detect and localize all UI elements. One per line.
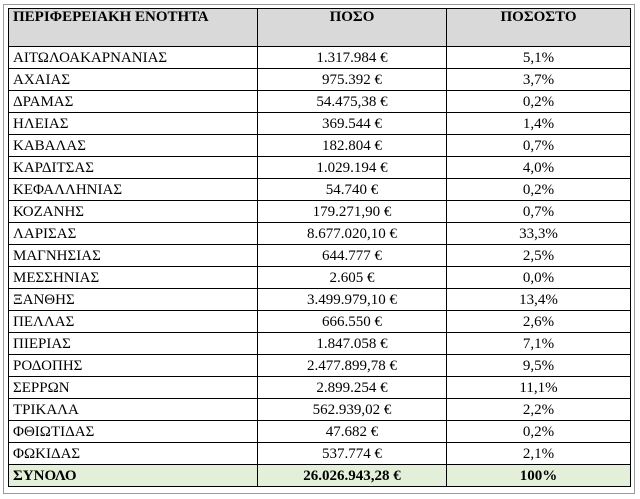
total-percentage: 100% bbox=[446, 464, 631, 487]
total-row: ΣΥΝΟΛΟ 26.026.943,28 €100% bbox=[8, 464, 631, 487]
region-cell: ΛΑΡΙΣΑΣ bbox=[8, 222, 258, 245]
region-cell: ΚΟΖΑΝΗΣ bbox=[8, 200, 258, 223]
table-row: ΦΘΙΩΤΙΔΑΣ 47.682 €0,2% bbox=[8, 420, 631, 443]
percentage-cell: 5,1% bbox=[446, 46, 631, 69]
amount-cell: 1.847.058 € bbox=[257, 332, 447, 355]
amount-cell: 3.499.979,10 € bbox=[257, 288, 447, 311]
percentage-cell: 3,7% bbox=[446, 68, 631, 91]
percentage-cell: 4,0% bbox=[446, 156, 631, 179]
percentage-cell: 0,7% bbox=[446, 134, 631, 157]
percentage-cell: 0,0% bbox=[446, 266, 631, 289]
table-row: ΤΡΙΚΑΛΑ 562.939,02 €2,2% bbox=[8, 398, 631, 421]
percentage-cell: 0,2% bbox=[446, 90, 631, 113]
region-cell: ΜΑΓΝΗΣΙΑΣ bbox=[8, 244, 258, 267]
table-row: ΡΟΔΟΠΗΣ 2.477.899,78 €9,5% bbox=[8, 354, 631, 377]
amount-cell: 2.899.254 € bbox=[257, 376, 447, 399]
region-cell: ΠΕΛΛΑΣ bbox=[8, 310, 258, 333]
percentage-cell: 0,2% bbox=[446, 420, 631, 443]
table-frame: ΠΕΡΙΦΕΡΕΙΑΚΗ ΕΝΟΤΗΤΑ ΠΟΣΟ ΠΟΣΟΣΤΟ ΑΙΤΩΛΟ… bbox=[3, 4, 635, 494]
region-cell: ΡΟΔΟΠΗΣ bbox=[8, 354, 258, 377]
region-cell: ΚΕΦΑΛΛΗΝΙΑΣ bbox=[8, 178, 258, 201]
amount-cell: 54.475,38 € bbox=[257, 90, 447, 113]
region-cell: ΑΧΑΙΑΣ bbox=[8, 68, 258, 91]
region-cell: ΣΕΡΡΩΝ bbox=[8, 376, 258, 399]
percentage-cell: 2,5% bbox=[446, 244, 631, 267]
percentage-cell: 13,4% bbox=[446, 288, 631, 311]
header-amount: ΠΟΣΟ bbox=[257, 8, 447, 47]
region-cell: ΗΛΕΙΑΣ bbox=[8, 112, 258, 135]
region-cell: ΚΑΡΔΙΤΣΑΣ bbox=[8, 156, 258, 179]
table-row: ΠΙΕΡΙΑΣ 1.847.058 €7,1% bbox=[8, 332, 631, 355]
percentage-cell: 0,2% bbox=[446, 178, 631, 201]
amount-cell: 537.774 € bbox=[257, 442, 447, 465]
header-percentage: ΠΟΣΟΣΤΟ bbox=[446, 8, 631, 47]
amount-cell: 8.677.020,10 € bbox=[257, 222, 447, 245]
percentage-cell: 11,1% bbox=[446, 376, 631, 399]
table-row: ΚΟΖΑΝΗΣ 179.271,90 €0,7% bbox=[8, 200, 631, 223]
total-label: ΣΥΝΟΛΟ bbox=[8, 464, 258, 487]
header-region: ΠΕΡΙΦΕΡΕΙΑΚΗ ΕΝΟΤΗΤΑ bbox=[8, 8, 258, 47]
table-row: ΗΛΕΙΑΣ 369.544 €1,4% bbox=[8, 112, 631, 135]
region-cell: ΞΑΝΘΗΣ bbox=[8, 288, 258, 311]
amount-cell: 54.740 € bbox=[257, 178, 447, 201]
amount-cell: 562.939,02 € bbox=[257, 398, 447, 421]
percentage-cell: 33,3% bbox=[446, 222, 631, 245]
region-cell: ΜΕΣΣΗΝΙΑΣ bbox=[8, 266, 258, 289]
amount-cell: 182.804 € bbox=[257, 134, 447, 157]
table-row: ΛΑΡΙΣΑΣ 8.677.020,10 €33,3% bbox=[8, 222, 631, 245]
table-body: ΑΙΤΩΛΟΑΚΑΡΝΑΝΙΑΣ 1.317.984 €5,1% ΑΧΑΙΑΣ 975… bbox=[8, 46, 631, 487]
amount-cell: 644.777 € bbox=[257, 244, 447, 267]
region-cell: ΑΙΤΩΛΟΑΚΑΡΝΑΝΙΑΣ bbox=[8, 46, 258, 69]
region-cell: ΔΡΑΜΑΣ bbox=[8, 90, 258, 113]
percentage-cell: 9,5% bbox=[446, 354, 631, 377]
table-row: ΞΑΝΘΗΣ 3.499.979,10 €13,4% bbox=[8, 288, 631, 311]
percentage-cell: 1,4% bbox=[446, 112, 631, 135]
region-cell: ΚΑΒΑΛΑΣ bbox=[8, 134, 258, 157]
total-amount: 26.026.943,28 € bbox=[257, 464, 447, 487]
table-row: ΠΕΛΛΑΣ 666.550 €2,6% bbox=[8, 310, 631, 333]
amount-cell: 47.682 € bbox=[257, 420, 447, 443]
amount-cell: 2.477.899,78 € bbox=[257, 354, 447, 377]
table-row: ΔΡΑΜΑΣ 54.475,38 €0,2% bbox=[8, 90, 631, 113]
table-row: ΣΕΡΡΩΝ 2.899.254 €11,1% bbox=[8, 376, 631, 399]
region-cell: ΦΘΙΩΤΙΔΑΣ bbox=[8, 420, 258, 443]
table-row: ΚΕΦΑΛΛΗΝΙΑΣ 54.740 €0,2% bbox=[8, 178, 631, 201]
table-row: ΚΑΒΑΛΑΣ 182.804 €0,7% bbox=[8, 134, 631, 157]
table-header-row: ΠΕΡΙΦΕΡΕΙΑΚΗ ΕΝΟΤΗΤΑ ΠΟΣΟ ΠΟΣΟΣΤΟ bbox=[8, 8, 631, 47]
amount-cell: 666.550 € bbox=[257, 310, 447, 333]
percentage-cell: 2,2% bbox=[446, 398, 631, 421]
region-cell: ΤΡΙΚΑΛΑ bbox=[8, 398, 258, 421]
table-row: ΑΙΤΩΛΟΑΚΑΡΝΑΝΙΑΣ 1.317.984 €5,1% bbox=[8, 46, 631, 69]
amount-cell: 975.392 € bbox=[257, 68, 447, 91]
percentage-cell: 2,6% bbox=[446, 310, 631, 333]
amount-cell: 2.605 € bbox=[257, 266, 447, 289]
percentage-cell: 0,7% bbox=[446, 200, 631, 223]
amount-cell: 369.544 € bbox=[257, 112, 447, 135]
amount-cell: 1.029.194 € bbox=[257, 156, 447, 179]
region-cell: ΠΙΕΡΙΑΣ bbox=[8, 332, 258, 355]
percentage-cell: 7,1% bbox=[446, 332, 631, 355]
amount-cell: 179.271,90 € bbox=[257, 200, 447, 223]
percentage-cell: 2,1% bbox=[446, 442, 631, 465]
amount-cell: 1.317.984 € bbox=[257, 46, 447, 69]
table-row: ΜΕΣΣΗΝΙΑΣ 2.605 €0,0% bbox=[8, 266, 631, 289]
region-cell: ΦΩΚΙΔΑΣ bbox=[8, 442, 258, 465]
table-row: ΦΩΚΙΔΑΣ 537.774 €2,1% bbox=[8, 442, 631, 465]
table-row: ΜΑΓΝΗΣΙΑΣ 644.777 €2,5% bbox=[8, 244, 631, 267]
table-row: ΚΑΡΔΙΤΣΑΣ 1.029.194 €4,0% bbox=[8, 156, 631, 179]
table-row: ΑΧΑΙΑΣ 975.392 €3,7% bbox=[8, 68, 631, 91]
regional-amounts-table: ΠΕΡΙΦΕΡΕΙΑΚΗ ΕΝΟΤΗΤΑ ΠΟΣΟ ΠΟΣΟΣΤΟ ΑΙΤΩΛΟ… bbox=[8, 8, 631, 487]
